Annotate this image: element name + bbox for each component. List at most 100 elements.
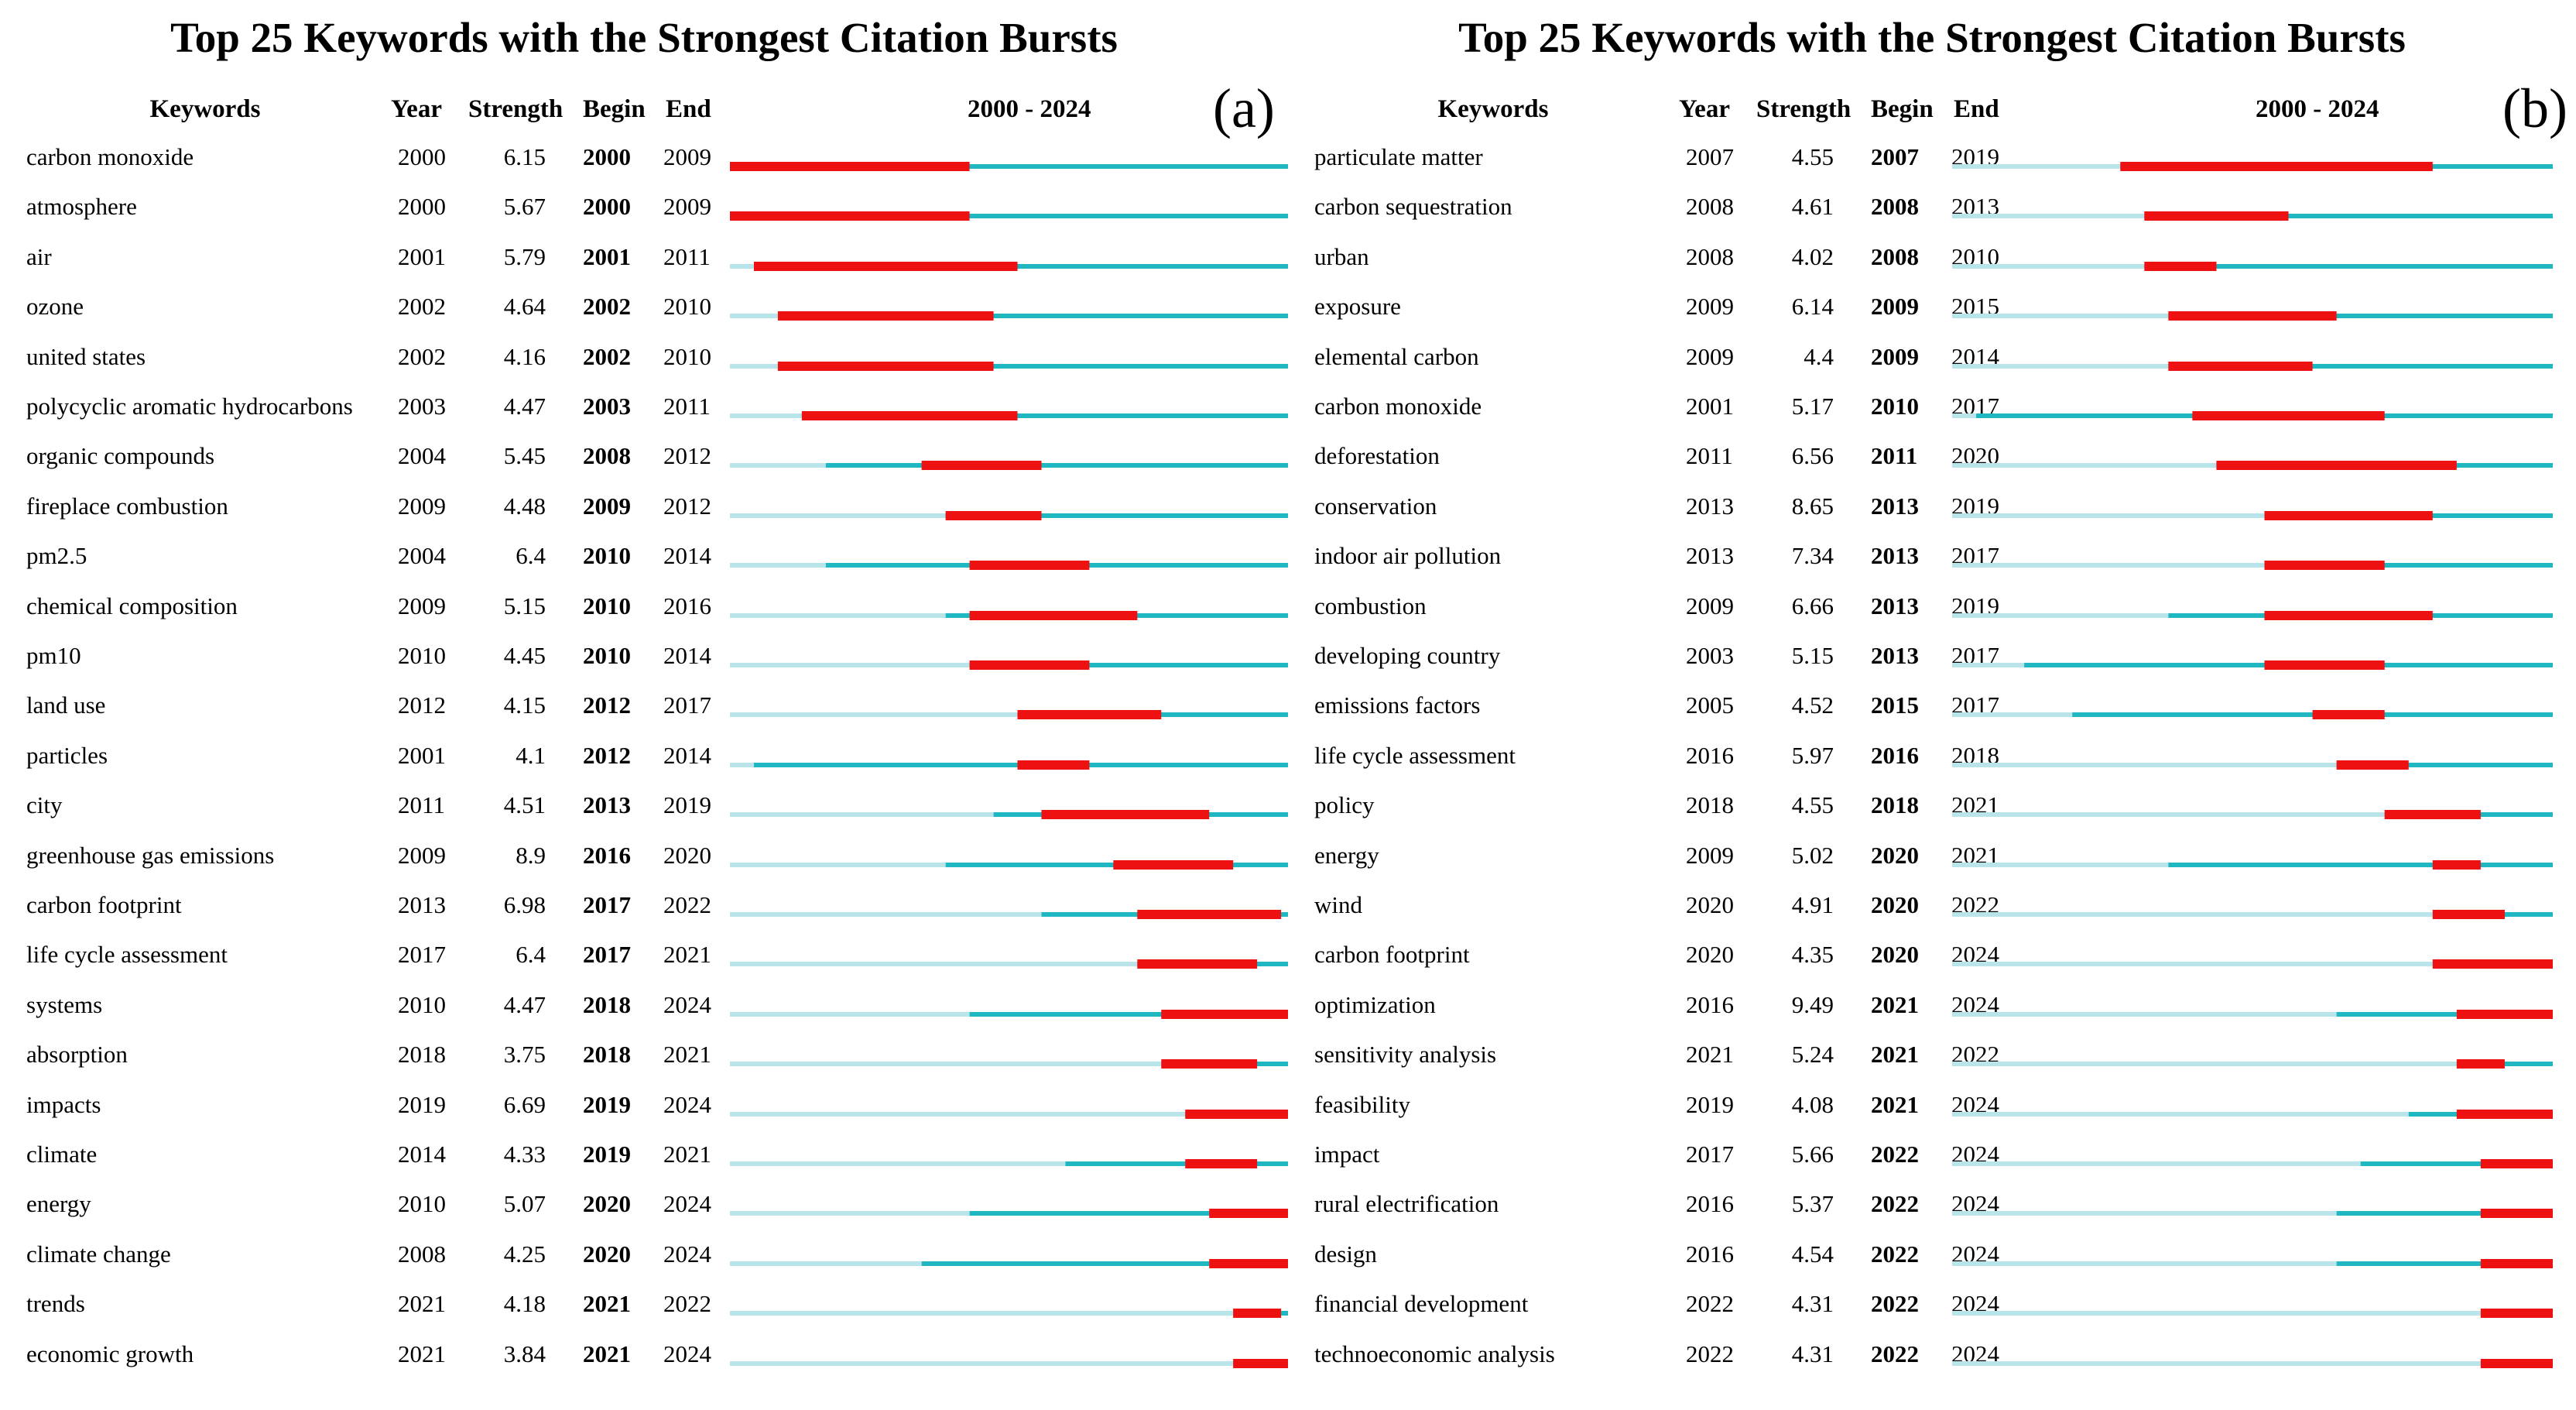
burst-timeline: [730, 211, 1288, 221]
begin-cell: 2021: [583, 1340, 631, 1367]
strength-cell: 4.31: [1791, 1340, 1834, 1367]
begin-cell: 2017: [583, 891, 631, 918]
burst-timeline: [730, 760, 1288, 770]
burst-timeline: [730, 1258, 1288, 1268]
table-row: elemental carbon 2009 4.4 2009 2014: [1288, 337, 2576, 386]
year-cell: 2018: [398, 1041, 446, 1069]
table-row: financial development 2022 4.31 2022 2024: [1288, 1284, 2576, 1333]
table-row: climate 2014 4.33 2019 2021: [0, 1134, 1288, 1184]
burst-timeline: [730, 810, 1288, 820]
burst-timeline: [730, 1309, 1288, 1319]
burst-bar: [2120, 162, 2433, 171]
burst-bar: [2264, 561, 2385, 571]
strength-cell: 4.16: [503, 342, 546, 370]
strength-cell: 4.02: [1791, 242, 1834, 270]
end-cell: 2021: [663, 1141, 711, 1168]
year-cell: 2016: [1686, 1240, 1734, 1268]
year-cell: 2004: [398, 542, 446, 570]
pre-period-bar: [730, 862, 946, 867]
pre-period-bar: [1952, 1111, 2409, 1117]
burst-timeline: [1952, 461, 2553, 471]
strength-cell: 4.45: [503, 642, 546, 669]
burst-bar: [2264, 510, 2433, 520]
burst-timeline: [1952, 660, 2553, 670]
pre-period-bar: [1952, 463, 2217, 468]
year-cell: 2009: [398, 592, 446, 619]
active-period-bar: [969, 1211, 1288, 1216]
keyword-cell: greenhouse gas emissions: [26, 841, 275, 869]
begin-cell: 2012: [583, 691, 631, 719]
keyword-cell: technoeconomic analysis: [1314, 1340, 1555, 1367]
table-row: land use 2012 4.15 2012 2017: [0, 685, 1288, 735]
year-cell: 2003: [398, 393, 446, 420]
strength-cell: 4.64: [503, 293, 546, 321]
chart-title: Top 25 Keywords with the Strongest Citat…: [170, 14, 1118, 61]
burst-bar: [2480, 1209, 2553, 1219]
burst-timeline: [730, 261, 1288, 271]
year-cell: 2014: [398, 1141, 446, 1168]
year-cell: 2009: [1686, 841, 1734, 869]
burst-timeline: [1952, 411, 2553, 420]
keyword-cell: pm10: [26, 642, 81, 669]
strength-cell: 5.07: [503, 1190, 546, 1218]
burst-timeline: [730, 1209, 1288, 1219]
active-period-bar: [2168, 862, 2553, 867]
strength-cell: 4.1: [516, 741, 546, 769]
end-cell: 2014: [663, 542, 711, 570]
active-period-bar: [2336, 1261, 2553, 1266]
burst-timeline: [1952, 361, 2553, 371]
year-cell: 2013: [1686, 542, 1734, 570]
burst-timeline: [730, 561, 1288, 571]
begin-cell: 2009: [583, 492, 631, 520]
strength-cell: 9.49: [1791, 990, 1834, 1018]
table-row: developing country 2003 5.15 2013 2017: [1288, 636, 2576, 685]
strength-cell: 4.52: [1791, 691, 1834, 719]
burst-bar: [2456, 1009, 2553, 1019]
year-cell: 2016: [1686, 1190, 1734, 1218]
keyword-cell: financial development: [1314, 1290, 1529, 1318]
year-cell: 2021: [398, 1340, 446, 1367]
active-period-bar: [2336, 1211, 2553, 1216]
burst-bar: [1185, 1109, 1288, 1119]
table-row: urban 2008 4.02 2008 2010: [1288, 237, 2576, 286]
begin-cell: 2008: [1871, 193, 1919, 221]
table-row: energy 2009 5.02 2020 2021: [1288, 835, 2576, 885]
begin-cell: 2021: [1871, 990, 1919, 1018]
burst-bar: [2336, 760, 2409, 770]
burst-timeline: [1952, 261, 2553, 271]
chart-title: Top 25 Keywords with the Strongest Citat…: [1458, 14, 2406, 61]
year-cell: 2002: [398, 293, 446, 321]
table-row: economic growth 2021 3.84 2021 2024: [0, 1334, 1288, 1384]
begin-cell: 2001: [583, 242, 631, 270]
end-cell: 2012: [663, 492, 711, 520]
header-begin: Begin: [1871, 95, 1934, 123]
begin-cell: 2021: [1871, 1090, 1919, 1118]
year-cell: 2022: [1686, 1340, 1734, 1367]
burst-bar: [777, 311, 994, 321]
pre-period-bar: [1952, 1360, 2481, 1366]
table-row: optimization 2016 9.49 2021 2024: [1288, 985, 2576, 1034]
begin-cell: 2009: [1871, 342, 1919, 370]
table-row: exposure 2009 6.14 2009 2015: [1288, 286, 2576, 336]
begin-cell: 2016: [583, 841, 631, 869]
burst-bar: [2312, 710, 2385, 720]
keyword-cell: conservation: [1314, 492, 1437, 520]
year-cell: 2000: [398, 143, 446, 170]
end-cell: 2009: [663, 193, 711, 221]
strength-cell: 4.35: [1791, 941, 1834, 969]
burst-timeline: [730, 1059, 1288, 1069]
pre-period-bar: [1952, 1011, 2337, 1017]
pre-period-bar: [730, 962, 1138, 967]
year-cell: 2009: [1686, 293, 1734, 321]
table-row: wind 2020 4.91 2020 2022: [1288, 885, 2576, 935]
burst-timeline: [1952, 760, 2553, 770]
pre-period-bar: [730, 1062, 1162, 1067]
strength-cell: 6.4: [516, 542, 546, 570]
burst-bar: [1233, 1358, 1288, 1368]
year-cell: 2000: [398, 193, 446, 221]
year-cell: 2011: [398, 791, 445, 819]
begin-cell: 2012: [583, 741, 631, 769]
keyword-cell: carbon monoxide: [26, 143, 194, 170]
burst-bar: [921, 461, 1042, 471]
burst-timeline: [730, 510, 1288, 520]
